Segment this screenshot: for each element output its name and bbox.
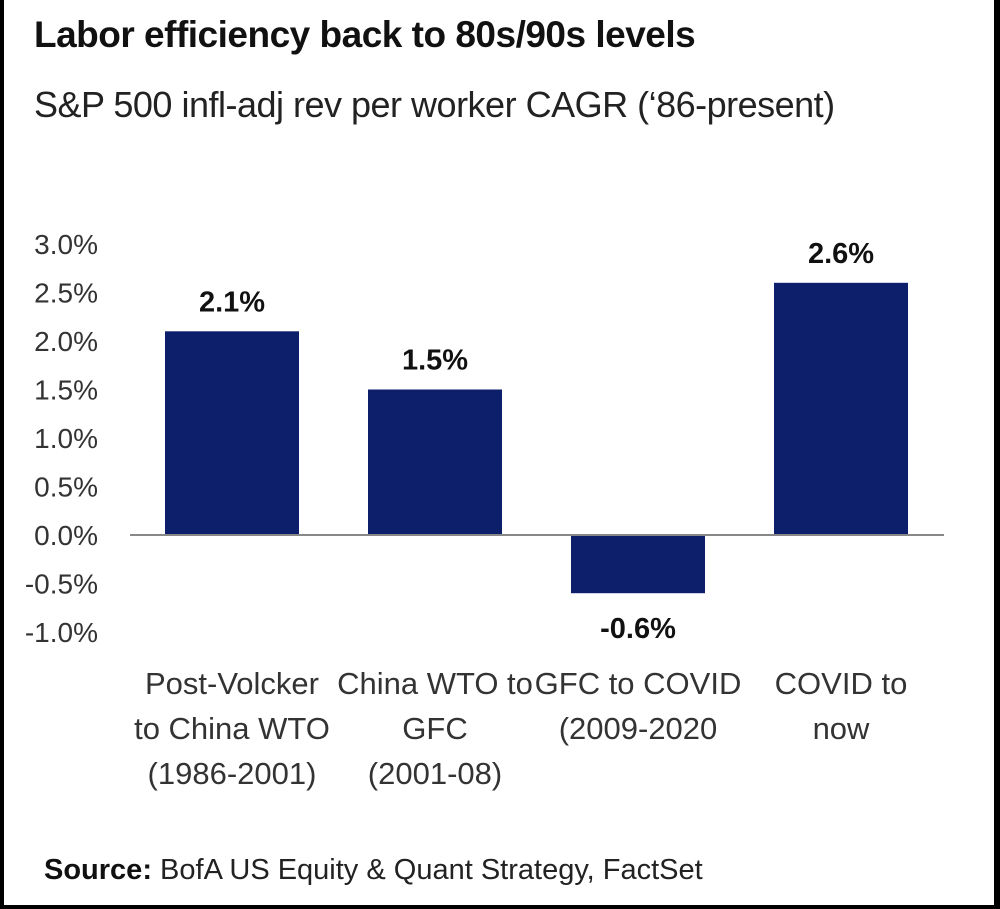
y-tick-label: 2.5% <box>34 278 98 309</box>
chart-frame: Labor efficiency back to 80s/90s levels … <box>4 0 994 905</box>
source-label: Source: <box>44 854 152 886</box>
x-category-label: (2009-2020 <box>559 711 718 746</box>
chart-title: Labor efficiency back to 80s/90s levels <box>34 14 696 55</box>
data-label: -0.6% <box>600 613 676 645</box>
chart-subtitle: S&P 500 infl-adj rev per worker CAGR (‘8… <box>34 84 835 125</box>
data-label: 1.5% <box>402 345 468 377</box>
y-tick-label: 3.0% <box>34 229 98 260</box>
bar <box>774 282 908 535</box>
x-category-label: now <box>813 711 870 746</box>
y-tick-label: 1.5% <box>34 375 98 406</box>
y-tick-label: 0.0% <box>34 520 98 551</box>
x-category-label: (1986-2001) <box>148 756 317 791</box>
x-category-label: to China WTO <box>134 711 330 746</box>
y-tick-label: 0.5% <box>34 472 98 503</box>
source-text: BofA US Equity & Quant Strategy, FactSet <box>151 854 703 886</box>
x-category-label: China WTO to <box>337 666 533 701</box>
y-tick-label: -1.0% <box>25 617 98 648</box>
x-category-label: Post-Volcker <box>145 666 319 701</box>
y-tick-label: -0.5% <box>25 569 98 600</box>
data-label: 2.1% <box>199 286 265 318</box>
x-category-label: COVID to <box>775 666 908 701</box>
data-label: 2.6% <box>808 238 874 270</box>
x-category-label: (2001-08) <box>368 756 502 791</box>
bar <box>571 535 705 594</box>
x-category-label: GFC <box>402 711 467 746</box>
y-tick-label: 1.0% <box>34 423 98 454</box>
bar-chart: 3.0% 2.5% 2.0% 1.5% 1.0% 0.5% 0.0% -0.5% -1.0% 2.… <box>25 229 944 791</box>
y-tick-label: 2.0% <box>34 326 98 357</box>
bar <box>165 331 299 535</box>
source-note: Source: BofA US Equity & Quant Strategy,… <box>44 854 703 887</box>
bar <box>368 389 502 535</box>
x-category-label: GFC to COVID <box>535 666 742 701</box>
